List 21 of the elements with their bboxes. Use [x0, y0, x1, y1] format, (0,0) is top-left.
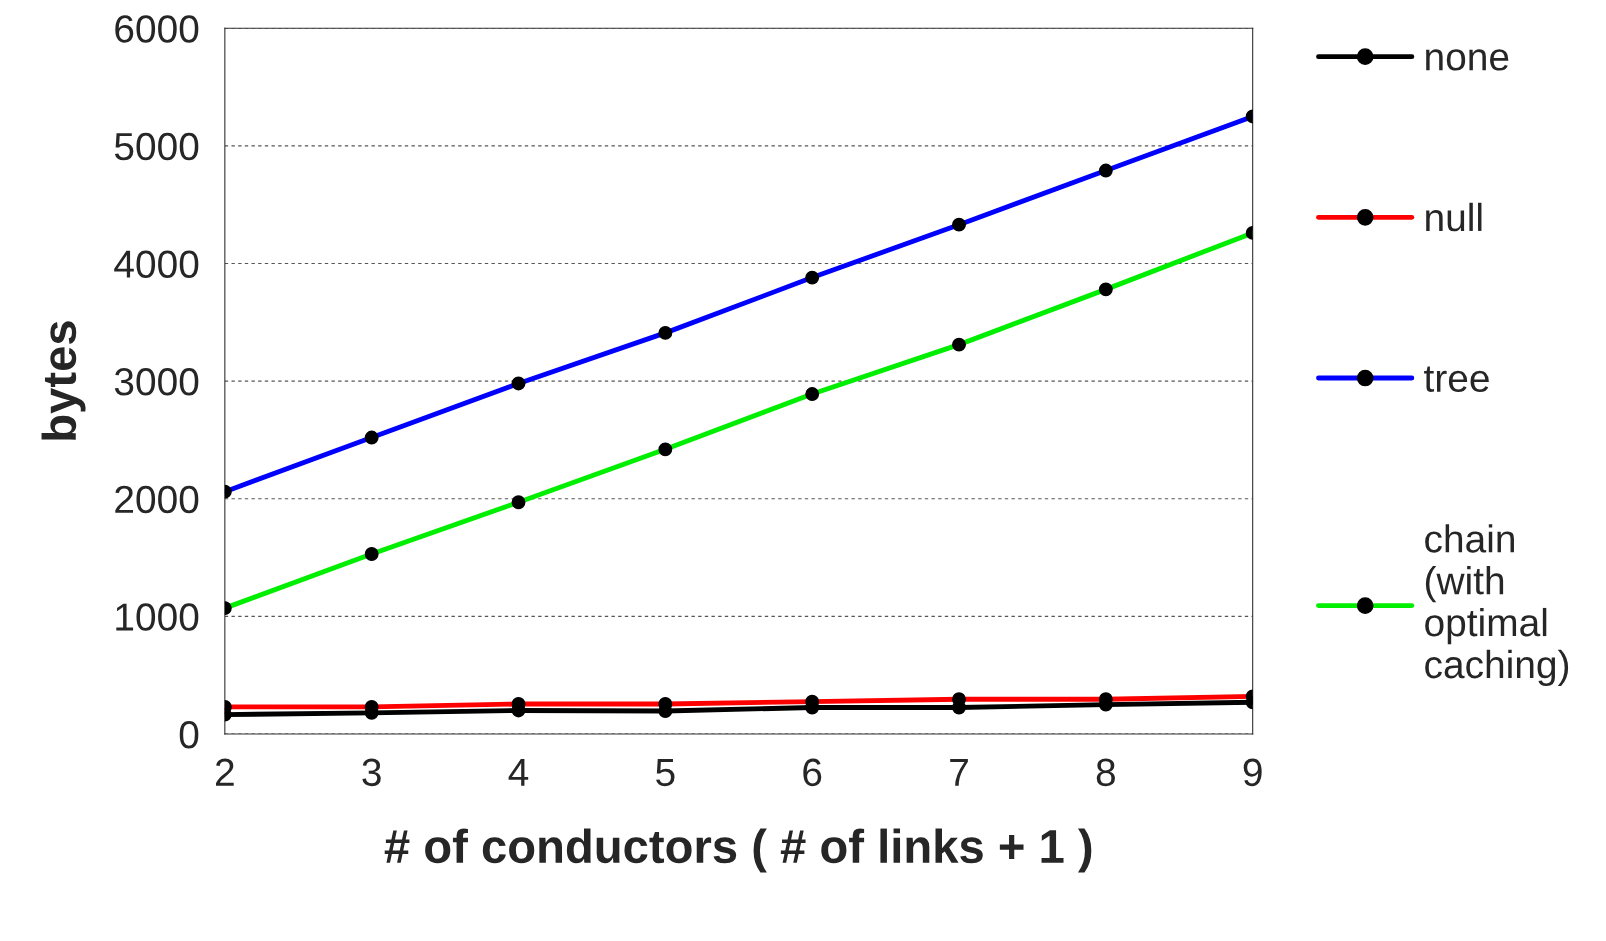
y-tick-label: 6000 — [115, 15, 199, 43]
x-tick-label: 4 — [508, 759, 529, 786]
x-tick-label: 8 — [1096, 758, 1115, 787]
y-tick-label: 1000 — [116, 603, 199, 631]
x-tick-label: 5 — [656, 759, 675, 787]
x-axis-title: # of conductors ( # of links + 1 ) — [384, 828, 1092, 873]
x-tick-label: 6 — [803, 758, 822, 787]
x-tick-label: 9 — [1243, 758, 1262, 787]
y-tick-label: 4000 — [114, 250, 199, 278]
y-tick-label: 2000 — [115, 485, 199, 514]
legend-label: chain (with optimal caching) — [1425, 524, 1569, 687]
legend-label: tree — [1424, 366, 1489, 393]
x-tick-label: 2 — [215, 758, 234, 786]
legend-label: null — [1426, 202, 1482, 232]
legend-label: none — [1426, 49, 1509, 71]
y-tick-label: 3000 — [114, 368, 199, 396]
x-tick-label: 7 — [950, 759, 968, 786]
y-axis-title: bytes — [41, 321, 86, 440]
y-tick-label: 0 — [179, 720, 199, 749]
y-tick-label: 5000 — [114, 132, 199, 161]
x-tick-label: 3 — [362, 758, 381, 787]
